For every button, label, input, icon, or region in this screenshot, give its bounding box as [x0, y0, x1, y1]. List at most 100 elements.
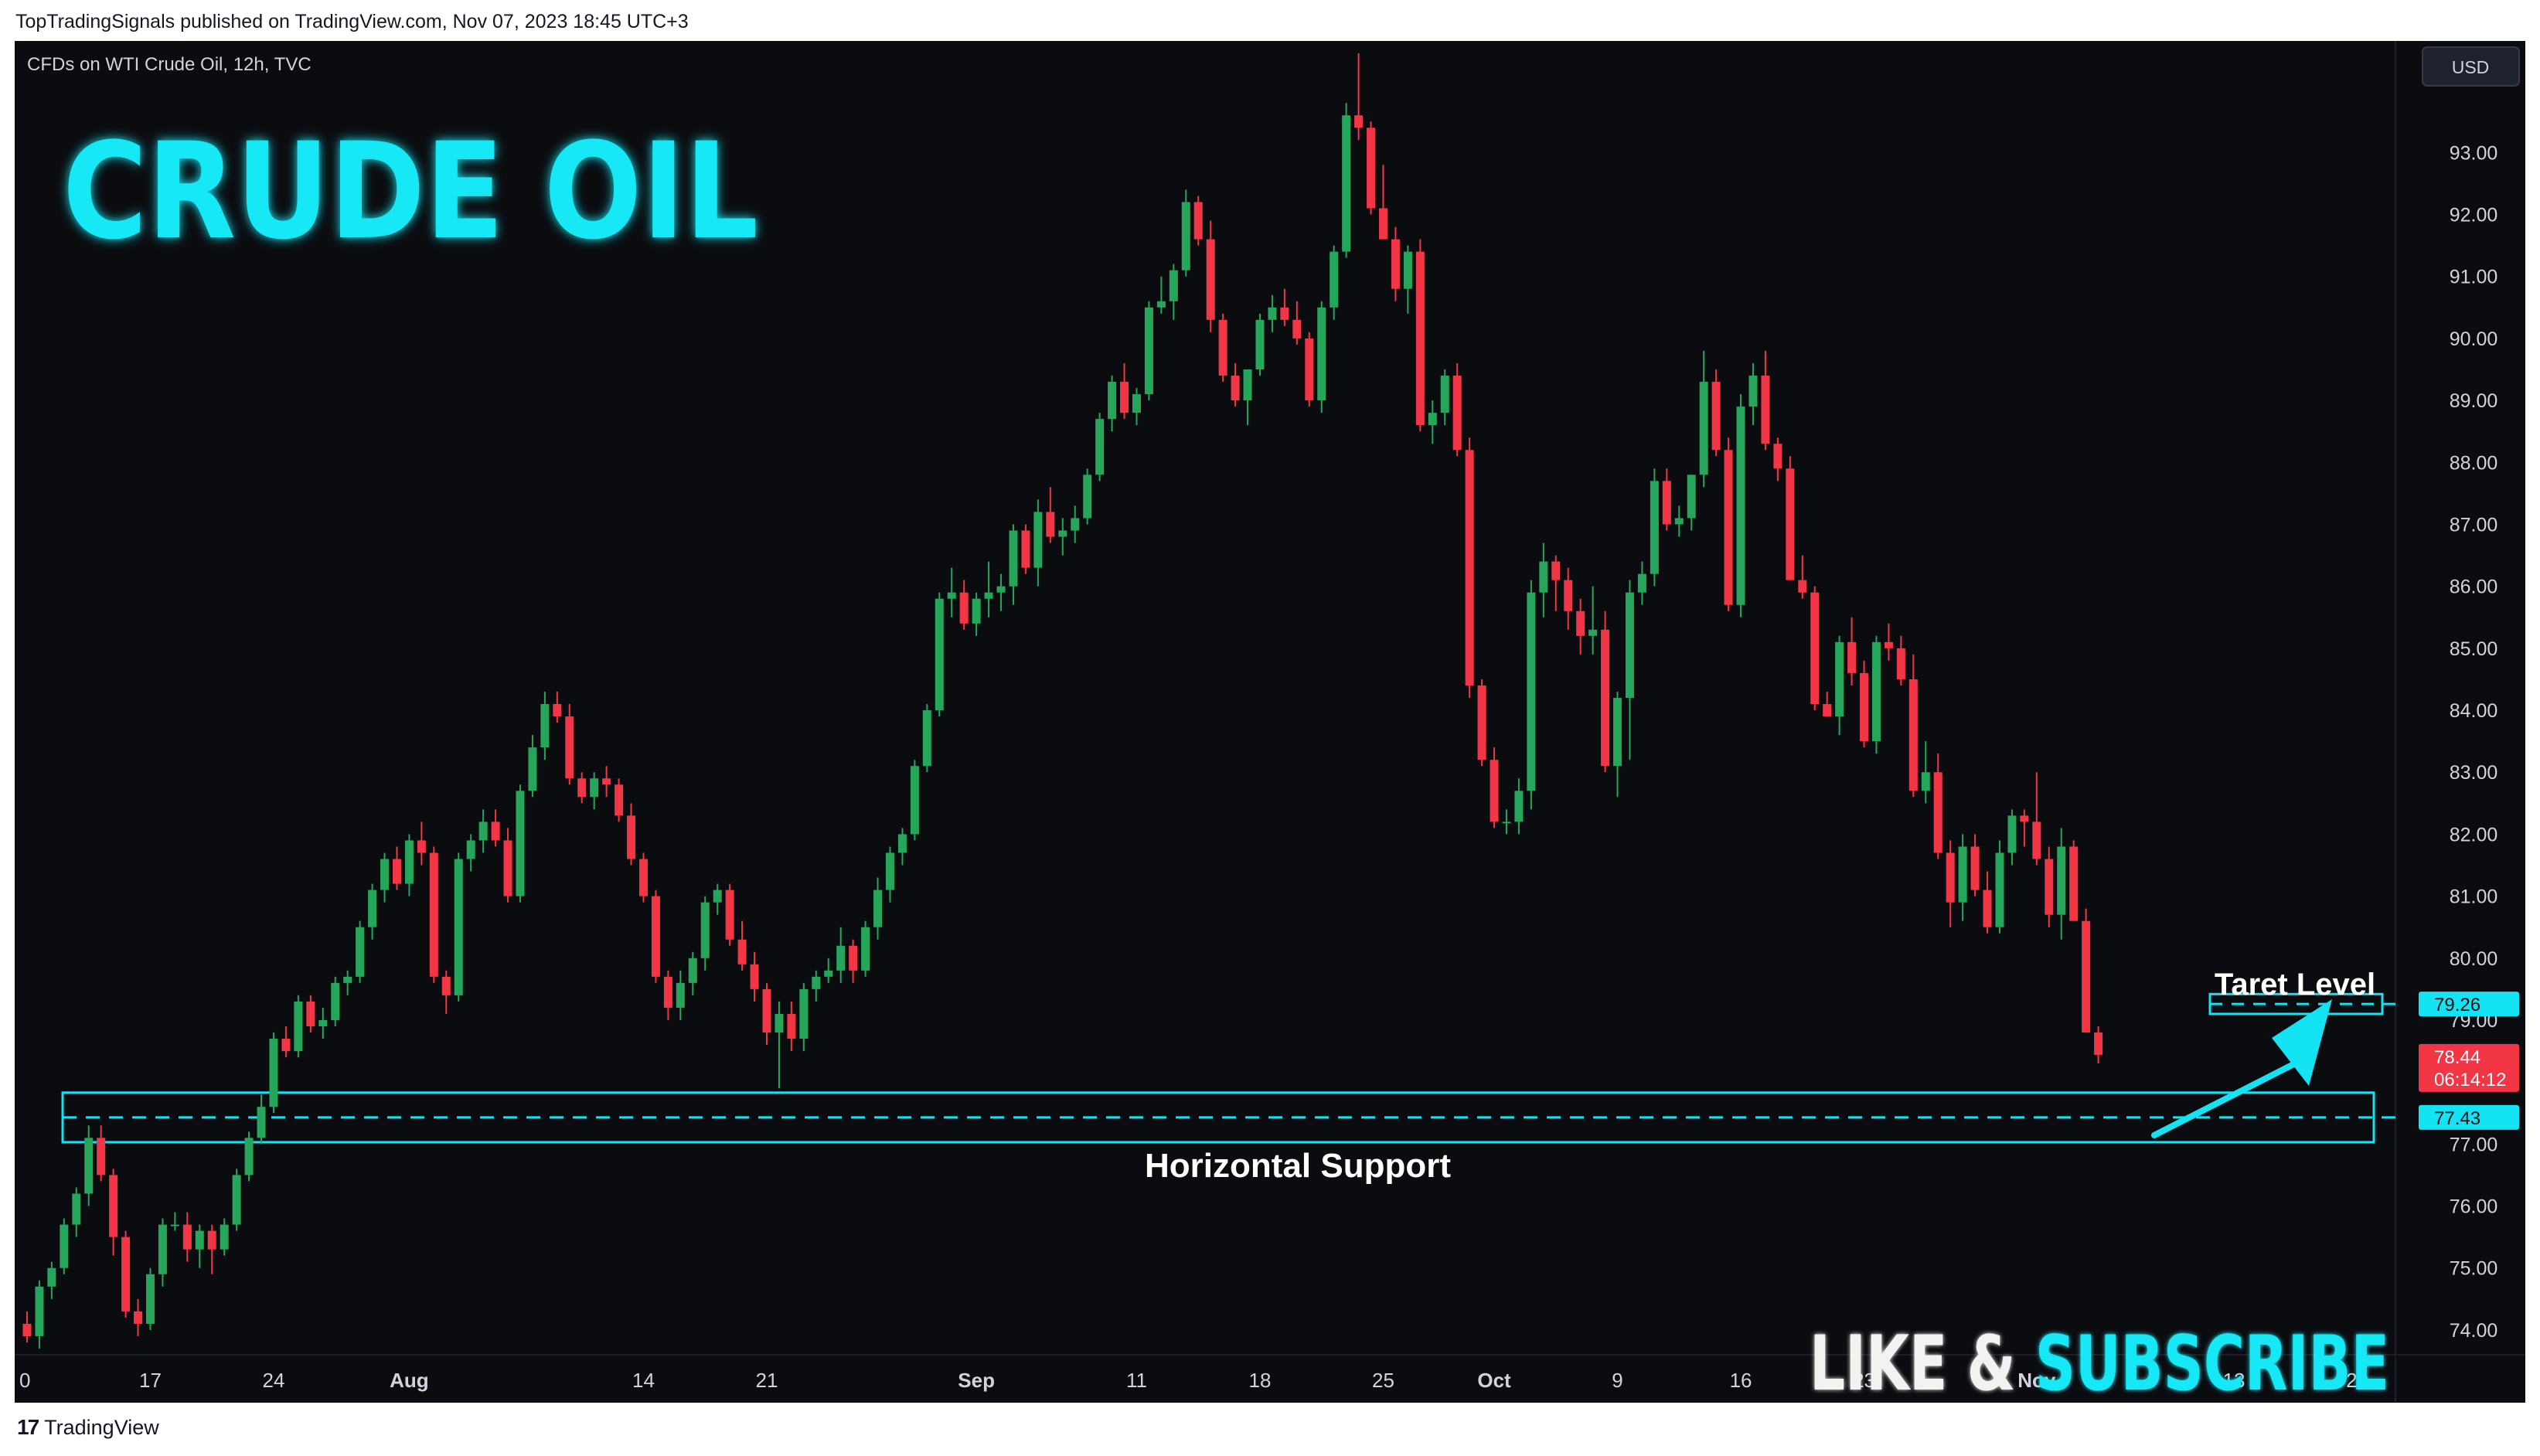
candle-body [922, 710, 931, 767]
candle-body [688, 958, 697, 983]
candle [257, 1094, 266, 1145]
subscribe-text: SUBSCRIBE [2035, 1320, 2389, 1403]
candle-body [294, 1001, 303, 1052]
currency-button[interactable]: USD [2422, 46, 2520, 87]
candle [1009, 524, 1018, 605]
candle [1243, 369, 1252, 426]
candle [565, 704, 574, 785]
candle [725, 883, 734, 946]
candle-body [2094, 1032, 2103, 1055]
candle [1921, 741, 1930, 804]
candle-body [1095, 419, 1105, 475]
price-tick-label: 82.00 [2450, 824, 2498, 845]
candle-body [1415, 251, 1425, 426]
support-zone-box [61, 1091, 2375, 1144]
candle-body [577, 778, 587, 798]
candle-body [306, 1001, 315, 1026]
candle-body [417, 840, 426, 853]
candle [1995, 840, 2004, 934]
candle [1761, 350, 1770, 451]
candle-body [269, 1039, 278, 1107]
candle [121, 1230, 131, 1318]
candle-body [750, 964, 759, 989]
candle-body [491, 822, 500, 841]
chart-panel[interactable]: CFDs on WTI Crude Oil, 12h, TVC USD 74.0… [15, 41, 2525, 1403]
support-price-tag-bg [2419, 1104, 2519, 1130]
candle [1391, 226, 1400, 301]
candle-body [2069, 846, 2079, 921]
candle-body [84, 1138, 94, 1194]
candle [1231, 362, 1240, 407]
candle [47, 1261, 56, 1299]
candle-body [836, 945, 846, 971]
tradingview-brand[interactable]: 17 TradingView [17, 1415, 159, 1440]
candle-body [1921, 772, 1930, 791]
candle [1169, 264, 1178, 320]
candle [318, 1007, 328, 1039]
target-zone[interactable] [2208, 992, 2395, 1015]
time-axis[interactable]: 0 17 24 Aug 14 21 Sep 11 18 25 Oct 9 16 23 Nov 13 20 [19, 1369, 2368, 1392]
candle [824, 958, 833, 983]
like-subscribe-banner[interactable]: LIKE & SUBSCRIBE [1810, 1320, 2389, 1403]
candle [553, 691, 562, 723]
candle [1046, 487, 1055, 543]
price-axis[interactable]: 74.0075.0076.0077.0079.0080.0081.0082.00… [2450, 142, 2498, 1342]
candle-body [1268, 307, 1277, 320]
candle-body [1860, 672, 1869, 742]
price-tick-label: 85.00 [2450, 638, 2498, 660]
candle-body [1823, 704, 1832, 717]
price-tick-label: 77.00 [2450, 1134, 2498, 1155]
support-price-value: 77.43 [2434, 1108, 2480, 1129]
candle-body [1255, 319, 1265, 369]
candle [429, 846, 438, 983]
candle [2045, 846, 2054, 927]
candle-body [2082, 920, 2091, 1033]
candle-body [959, 592, 969, 624]
candle [1378, 165, 1387, 240]
candle [676, 970, 685, 1020]
candle [1403, 245, 1412, 314]
candle-body [824, 970, 833, 977]
time-tick-label: Oct [1477, 1369, 1511, 1392]
candle [1342, 103, 1351, 258]
candle-body [158, 1224, 167, 1274]
candle-body [516, 791, 525, 896]
candle [269, 1032, 278, 1114]
candle [466, 834, 475, 872]
candle-body [873, 890, 883, 927]
candle-body [1576, 611, 1585, 636]
candle-body [1428, 413, 1437, 426]
candle-body [1305, 338, 1314, 401]
candlestick-chart[interactable]: CFDs on WTI Crude Oil, 12h, TVC USD 74.0… [15, 41, 2525, 1403]
candle [1452, 362, 1462, 457]
candle [885, 846, 894, 903]
candle-body [1847, 641, 1857, 673]
candle [651, 890, 660, 983]
candle [2007, 809, 2017, 866]
candle [1058, 518, 1067, 556]
candle-body [97, 1138, 106, 1175]
candle [60, 1218, 69, 1274]
support-zone[interactable] [61, 1091, 2395, 1144]
price-tick-label: 86.00 [2450, 577, 2498, 598]
candle-body [257, 1107, 266, 1138]
like-text: LIKE & [1810, 1320, 2035, 1403]
candle [1860, 660, 1869, 748]
candle-body [121, 1237, 131, 1311]
candle-body [897, 834, 907, 853]
candle [1983, 871, 1992, 934]
candle [1465, 437, 1474, 698]
last-price-tag-bg [2419, 1043, 2519, 1092]
candle-body [1835, 641, 1844, 717]
candle-body [195, 1230, 204, 1250]
time-tick-label: 11 [1126, 1369, 1147, 1392]
candle [1206, 220, 1215, 332]
candle-body [1391, 239, 1400, 289]
candle [1773, 437, 1782, 481]
candle-body [1317, 307, 1326, 401]
price-tick-label: 80.00 [2450, 948, 2498, 970]
candle [1970, 834, 1980, 896]
candle [1539, 543, 1548, 617]
candle [1292, 301, 1302, 345]
